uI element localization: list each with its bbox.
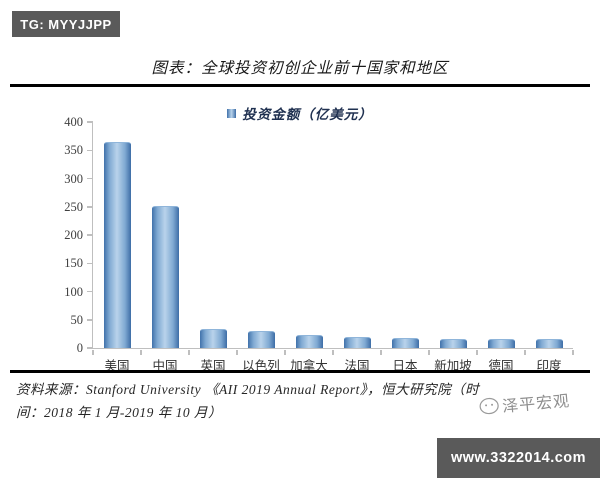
y-axis-tick (87, 234, 93, 236)
y-axis-tick-label: 350 (64, 143, 83, 158)
x-axis-tick (524, 349, 526, 355)
bar-法国 (343, 336, 371, 348)
footer-divider (10, 370, 590, 373)
watermark-doodle-icon (479, 397, 499, 415)
chart-title: 图表：全球投资初创企业前十国家和地区 (151, 60, 449, 77)
x-axis-label: 新加坡 (434, 359, 472, 373)
y-axis-tick (87, 290, 93, 293)
bar-中国 (151, 205, 179, 348)
chart-legend: 投资金额（亿美元） (0, 103, 600, 123)
y-axis-tick-label: 100 (64, 284, 83, 299)
y-axis-tick-label: 200 (64, 228, 83, 242)
x-axis-label: 日本 (392, 359, 418, 373)
channel-badge: TG: MYYJJPP (12, 11, 120, 37)
bar-美国 (103, 141, 131, 348)
x-axis-label: 法国 (344, 359, 370, 373)
y-axis-tick (87, 149, 93, 151)
y-axis-tick (87, 347, 93, 349)
bar-加拿大 (295, 334, 323, 348)
y-axis-tick-label: 300 (64, 171, 83, 186)
bar-chart-plot-area: 0 50 100 150 200 250 300 350 400 美国 中国 英国 以色列 加拿大 法国 日本… (64, 115, 574, 373)
y-axis-tick-label: 400 (64, 115, 83, 129)
bar-新加坡 (439, 338, 467, 348)
x-axis-label: 美国 (104, 359, 130, 373)
x-axis-tick (92, 349, 94, 355)
x-axis-tick (332, 349, 334, 355)
source-note-line1: 资料来源：Stanford University 《AII 2019 Annua… (16, 382, 480, 397)
y-axis-tick (87, 206, 93, 208)
x-axis-tick (140, 349, 142, 355)
x-axis-tick (284, 349, 286, 355)
y-axis-tick (87, 319, 93, 321)
x-axis-tick (380, 349, 382, 355)
x-axis-tick (572, 349, 574, 355)
x-axis-label: 加拿大 (290, 359, 328, 373)
x-axis-tick (476, 349, 478, 355)
bar-日本 (391, 337, 419, 348)
legend-label: 投资金额（亿美元） (242, 107, 373, 122)
x-axis-label: 中国 (152, 359, 178, 373)
bar-印度 (535, 339, 563, 348)
y-axis-tick (87, 177, 93, 180)
title-divider (10, 84, 590, 87)
bar-德国 (487, 339, 515, 348)
y-axis-tick (87, 121, 93, 123)
watermark: 泽平宏观 (477, 387, 571, 419)
source-note-line2: 间：2018 年 1 月-2019 年 10 月） (16, 404, 222, 420)
legend-marker-icon (227, 108, 237, 118)
website-badge: www.3322014.com (437, 438, 600, 478)
x-axis-label: 以色列 (242, 359, 280, 373)
x-axis-tick (236, 349, 238, 355)
x-axis-label: 英国 (200, 359, 226, 373)
y-axis-tick-label: 50 (70, 312, 84, 327)
x-axis-label: 德国 (488, 359, 514, 373)
y-axis-tick (87, 262, 93, 264)
website-badge-text: www.3322014.com (450, 450, 587, 466)
y-axis-tick-label: 150 (64, 256, 83, 271)
bar-以色列 (247, 331, 275, 348)
bar-英国 (199, 328, 227, 348)
source-note: 资料来源：Stanford University 《AII 2019 Annua… (16, 379, 546, 425)
y-axis-tick-label: 250 (64, 199, 83, 214)
x-axis-tick (428, 349, 430, 355)
x-axis-label: 印度 (536, 359, 562, 373)
channel-badge-text: TG: MYYJJPP (20, 16, 112, 32)
watermark-text: 泽平宏观 (501, 393, 571, 416)
y-axis-tick-label: 0 (76, 341, 83, 355)
x-axis-tick (188, 349, 190, 355)
